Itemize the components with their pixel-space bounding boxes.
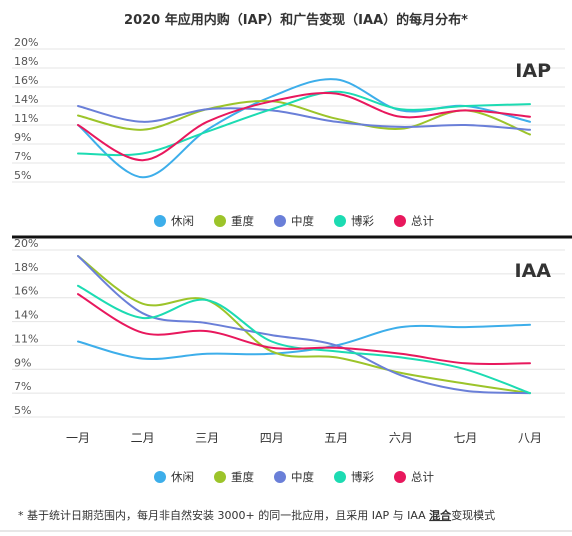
legend-label: 中度 xyxy=(291,214,314,228)
legend-label: 博彩 xyxy=(351,470,374,484)
legend-label: 休闲 xyxy=(171,214,194,228)
x-tick-label: 二月 xyxy=(131,431,155,445)
footnote-emphasis: 混合 xyxy=(429,508,452,522)
y-tick-label: 9% xyxy=(14,131,31,144)
y-tick-label: 16% xyxy=(14,74,38,87)
x-tick-label: 四月 xyxy=(260,431,284,445)
footnote-prefix: * 基于统计日期范围内，每月非自然安装 3000+ 的同一批应用，且采用 IAP… xyxy=(18,508,429,522)
legend-marker xyxy=(394,215,406,227)
series-line xyxy=(77,323,531,360)
y-tick-label: 11% xyxy=(14,112,38,125)
legend-label: 总计 xyxy=(411,214,434,228)
legend-label: 重度 xyxy=(231,470,254,484)
y-tick-label: 5% xyxy=(14,169,31,182)
y-tick-label: 11% xyxy=(14,332,38,345)
footnote-suffix: 变现模式 xyxy=(451,508,495,522)
y-tick-label: 7% xyxy=(14,150,31,163)
footnote: * 基于统计日期范围内，每月非自然安装 3000+ 的同一批应用，且采用 IAP… xyxy=(18,508,495,522)
y-tick-label: 14% xyxy=(14,93,38,106)
x-tick-label: 八月 xyxy=(518,431,542,445)
y-tick-label: 16% xyxy=(14,285,38,298)
panel-label: IAP xyxy=(515,60,551,82)
legend-label: 休闲 xyxy=(171,470,194,484)
iap-legend: 休闲 重度 中度 博彩 总计 xyxy=(154,214,434,228)
series-line xyxy=(77,90,531,157)
series-line xyxy=(77,293,531,366)
series-line xyxy=(77,255,531,395)
x-tick-label: 三月 xyxy=(195,431,219,445)
legend-label: 重度 xyxy=(231,214,254,228)
legend-marker xyxy=(214,215,226,227)
iaa-legend: 休闲 重度 中度 博彩 总计 xyxy=(154,470,434,484)
legend-marker xyxy=(274,471,286,483)
legend-marker xyxy=(154,215,166,227)
series-line xyxy=(77,105,531,131)
panel-label: IAA xyxy=(515,260,552,282)
iaa-panel: 20% 18% 16% 14% 11% 9% 7% 5% 一月 二月 三月 四月 五月 六月 七月 八月 IAA xyxy=(12,237,565,445)
x-tick-label: 五月 xyxy=(324,431,348,445)
y-tick-label: 7% xyxy=(14,380,31,393)
series-line xyxy=(77,92,531,162)
legend-marker xyxy=(394,471,406,483)
legend-marker xyxy=(274,215,286,227)
legend-marker xyxy=(334,471,346,483)
legend-label: 总计 xyxy=(411,470,434,484)
legend-label: 博彩 xyxy=(351,214,374,228)
y-tick-label: 9% xyxy=(14,356,31,369)
legend-marker xyxy=(214,471,226,483)
x-tick-label: 六月 xyxy=(389,431,413,445)
y-tick-label: 5% xyxy=(14,404,31,417)
legend-marker xyxy=(334,215,346,227)
x-tick-label: 七月 xyxy=(453,431,477,445)
legend-marker xyxy=(154,471,166,483)
y-tick-label: 18% xyxy=(14,55,38,68)
chart-title: 2020 年应用内购（IAP）和广告变现（IAA）的每月分布* xyxy=(124,12,468,28)
iap-panel: 20% 18% 16% 14% 11% 9% 7% 5% IAP xyxy=(12,36,565,183)
series-line xyxy=(77,255,531,395)
x-tick-label: 一月 xyxy=(66,431,90,445)
y-tick-label: 20% xyxy=(14,36,38,49)
y-tick-label: 20% xyxy=(14,237,38,250)
y-tick-label: 14% xyxy=(14,309,38,322)
legend-label: 中度 xyxy=(291,470,314,484)
y-tick-label: 18% xyxy=(14,261,38,274)
